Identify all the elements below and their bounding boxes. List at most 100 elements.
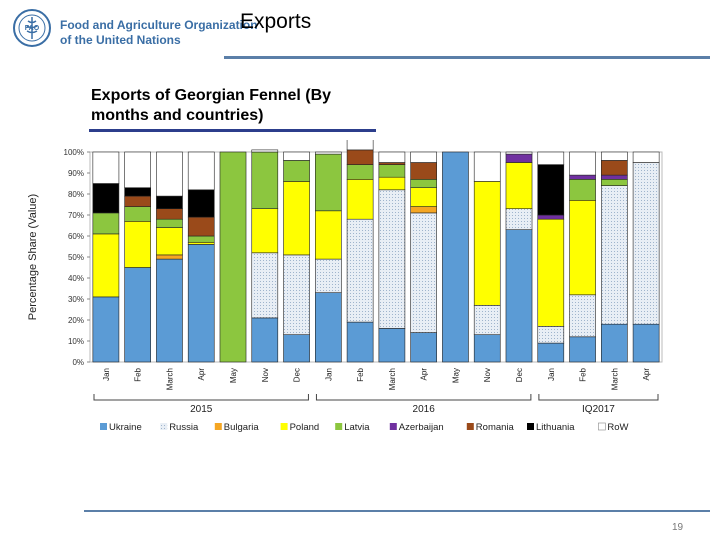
legend-swatch-poland	[280, 423, 288, 430]
bar-segment-latvia-16	[601, 178, 628, 186]
bar-segment-row-0	[92, 151, 120, 184]
bar-segment-azerbaijan-14	[537, 214, 565, 220]
bar-segment-russia-5	[251, 252, 279, 319]
y-tick-label: 10%	[68, 337, 84, 346]
bar-segment-ukraine-17	[632, 323, 660, 363]
bar-segment-ukraine-13	[505, 229, 533, 363]
y-tick-label: 60%	[68, 232, 84, 241]
bar-segment-ukraine-16	[601, 323, 628, 363]
bar-segment-russia-15	[569, 294, 596, 338]
bar-segment-poland-14	[537, 218, 565, 327]
bar-segment-poland-15	[569, 199, 596, 296]
bar-segment-lithuania-14	[537, 164, 565, 216]
bar-segment-poland-3	[187, 242, 215, 245]
bar-segment-romania-3	[187, 216, 215, 237]
legend-label-row: RoW	[607, 422, 628, 433]
y-tick-label: 80%	[68, 190, 84, 199]
legend-swatch-russia	[160, 423, 168, 430]
legend-label-lithuania: Lithuania	[536, 422, 575, 433]
legend-label-romania: Romania	[476, 422, 515, 433]
bar-segment-russia-8	[346, 218, 374, 323]
legend-label-russia: Russia	[169, 422, 199, 433]
y-tick-label: 40%	[68, 274, 84, 283]
bar-segment-romania-16	[601, 160, 628, 176]
org-name-line2: of the United Nations	[60, 33, 181, 47]
bar-segment-latvia-4	[219, 151, 247, 363]
slide-title: Exports	[240, 10, 312, 33]
x-tick-label: Jan	[102, 368, 111, 381]
footer-divider	[84, 510, 710, 512]
bar-segment-row-6	[283, 151, 310, 161]
bar-segment-russia-13	[505, 208, 533, 230]
bar-segment-row-5	[251, 149, 279, 153]
bar-segment-lithuania-0	[92, 183, 120, 214]
bar-segment-russia-12	[473, 305, 501, 336]
legend-swatch-romania	[466, 423, 474, 430]
x-tick-label: Feb	[134, 367, 143, 381]
plot-area	[89, 151, 663, 363]
bar-segment-latvia-7	[315, 153, 342, 212]
bar-segment-bulgaria-2	[156, 254, 183, 260]
bar-segment-row-2	[156, 151, 183, 197]
bar-segment-ukraine-3	[187, 244, 215, 363]
bar-segment-ukraine-2	[156, 258, 183, 363]
x-tick-label: Jan	[324, 368, 333, 381]
x-tick-label: Apr	[642, 368, 651, 381]
legend-swatch-lithuania	[527, 423, 534, 430]
bar-segment-ukraine-10	[410, 332, 437, 363]
legend-swatch-bulgaria	[214, 423, 222, 430]
x-tick-label: Dec	[515, 368, 524, 382]
bar-segment-russia-9	[378, 189, 406, 329]
bar-segment-romania-10	[410, 162, 437, 180]
bar-segment-ukraine-7	[315, 292, 342, 363]
bar-segment-russia-6	[283, 254, 310, 336]
bar-segment-ukraine-9	[378, 328, 406, 363]
header-divider	[224, 56, 710, 59]
legend-swatch-row	[598, 422, 606, 431]
bar-segment-row-17	[632, 151, 660, 163]
bar-segment-azerbaijan-15	[569, 174, 596, 180]
group-bracket	[315, 394, 532, 401]
bar-segment-ukraine-5	[251, 317, 279, 363]
bar-segment-latvia-3	[187, 235, 215, 243]
bar-segment-russia-7	[315, 258, 342, 293]
group-label: 2015	[190, 404, 213, 415]
fao-logo: FAO Food and Agriculture Organization of…	[12, 8, 258, 50]
bar-segment-russia-16	[601, 185, 628, 325]
bar-segment-ukraine-15	[569, 336, 596, 363]
y-tick-label: 20%	[68, 316, 84, 325]
bar-segment-poland-2	[156, 227, 183, 256]
bar-segment-ukraine-14	[537, 342, 565, 363]
y-axis-label: Percentage Share (Value)	[27, 194, 39, 320]
bar-segment-ukraine-1	[124, 267, 151, 363]
bar-segment-russia-17	[632, 162, 660, 325]
legend-label-latvia: Latvia	[344, 422, 370, 433]
bar-segment-azerbaijan-16	[601, 174, 628, 180]
bar-segment-row-3	[187, 151, 215, 191]
bar-segment-row-8	[346, 140, 374, 151]
x-tick-label: Jan	[547, 368, 556, 381]
x-tick-label: Nov	[483, 368, 492, 382]
x-tick-label: March	[388, 368, 397, 390]
bar-segment-row-12	[473, 151, 501, 182]
bar-segment-row-10	[410, 151, 437, 163]
bar-segment-azerbaijan-13	[505, 153, 533, 163]
group-bracket	[538, 394, 659, 401]
bar-segment-poland-5	[251, 208, 279, 254]
bar-segment-latvia-5	[251, 151, 279, 210]
legend-label-ukraine: Ukraine	[109, 422, 142, 433]
x-tick-label: May	[229, 368, 238, 383]
y-tick-label: 90%	[68, 169, 84, 178]
legend-label-bulgaria: Bulgaria	[224, 422, 260, 433]
bar-segment-latvia-6	[283, 160, 310, 182]
bar-segment-row-1	[124, 151, 151, 189]
group-label: IQ2017	[582, 404, 615, 415]
bar-segment-row-9	[378, 151, 406, 163]
bar-segment-lithuania-1	[124, 187, 151, 197]
bar-segment-latvia-8	[346, 164, 374, 180]
y-tick-label: 70%	[68, 211, 84, 220]
x-tick-label: Apr	[197, 368, 206, 381]
bar-segment-latvia-1	[124, 206, 151, 222]
y-tick-label: 50%	[68, 253, 84, 262]
bar-segment-lithuania-3	[187, 189, 215, 218]
